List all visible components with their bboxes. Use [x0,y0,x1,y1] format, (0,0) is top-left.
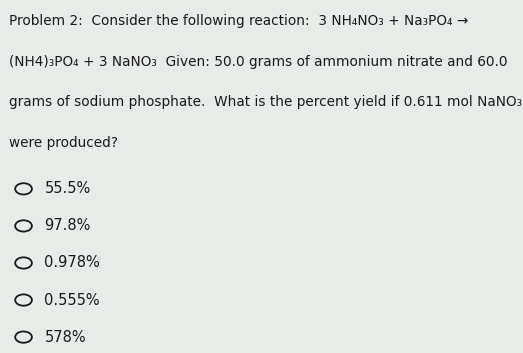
Text: 0.978%: 0.978% [44,256,100,270]
Text: 97.8%: 97.8% [44,219,91,233]
Text: grams of sodium phosphate.  What is the percent yield if 0.611 mol NaNO₃: grams of sodium phosphate. What is the p… [9,95,522,109]
Text: (NH4)₃PO₄ + 3 NaNO₃  Given: 50.0 grams of ammonium nitrate and 60.0: (NH4)₃PO₄ + 3 NaNO₃ Given: 50.0 grams of… [9,55,508,69]
Text: were produced?: were produced? [9,136,118,150]
Text: 578%: 578% [44,330,86,345]
Text: 55.5%: 55.5% [44,181,90,196]
Text: 0.555%: 0.555% [44,293,100,307]
Text: Problem 2:  Consider the following reaction:  3 NH₄NO₃ + Na₃PO₄ →: Problem 2: Consider the following reacti… [9,14,469,28]
